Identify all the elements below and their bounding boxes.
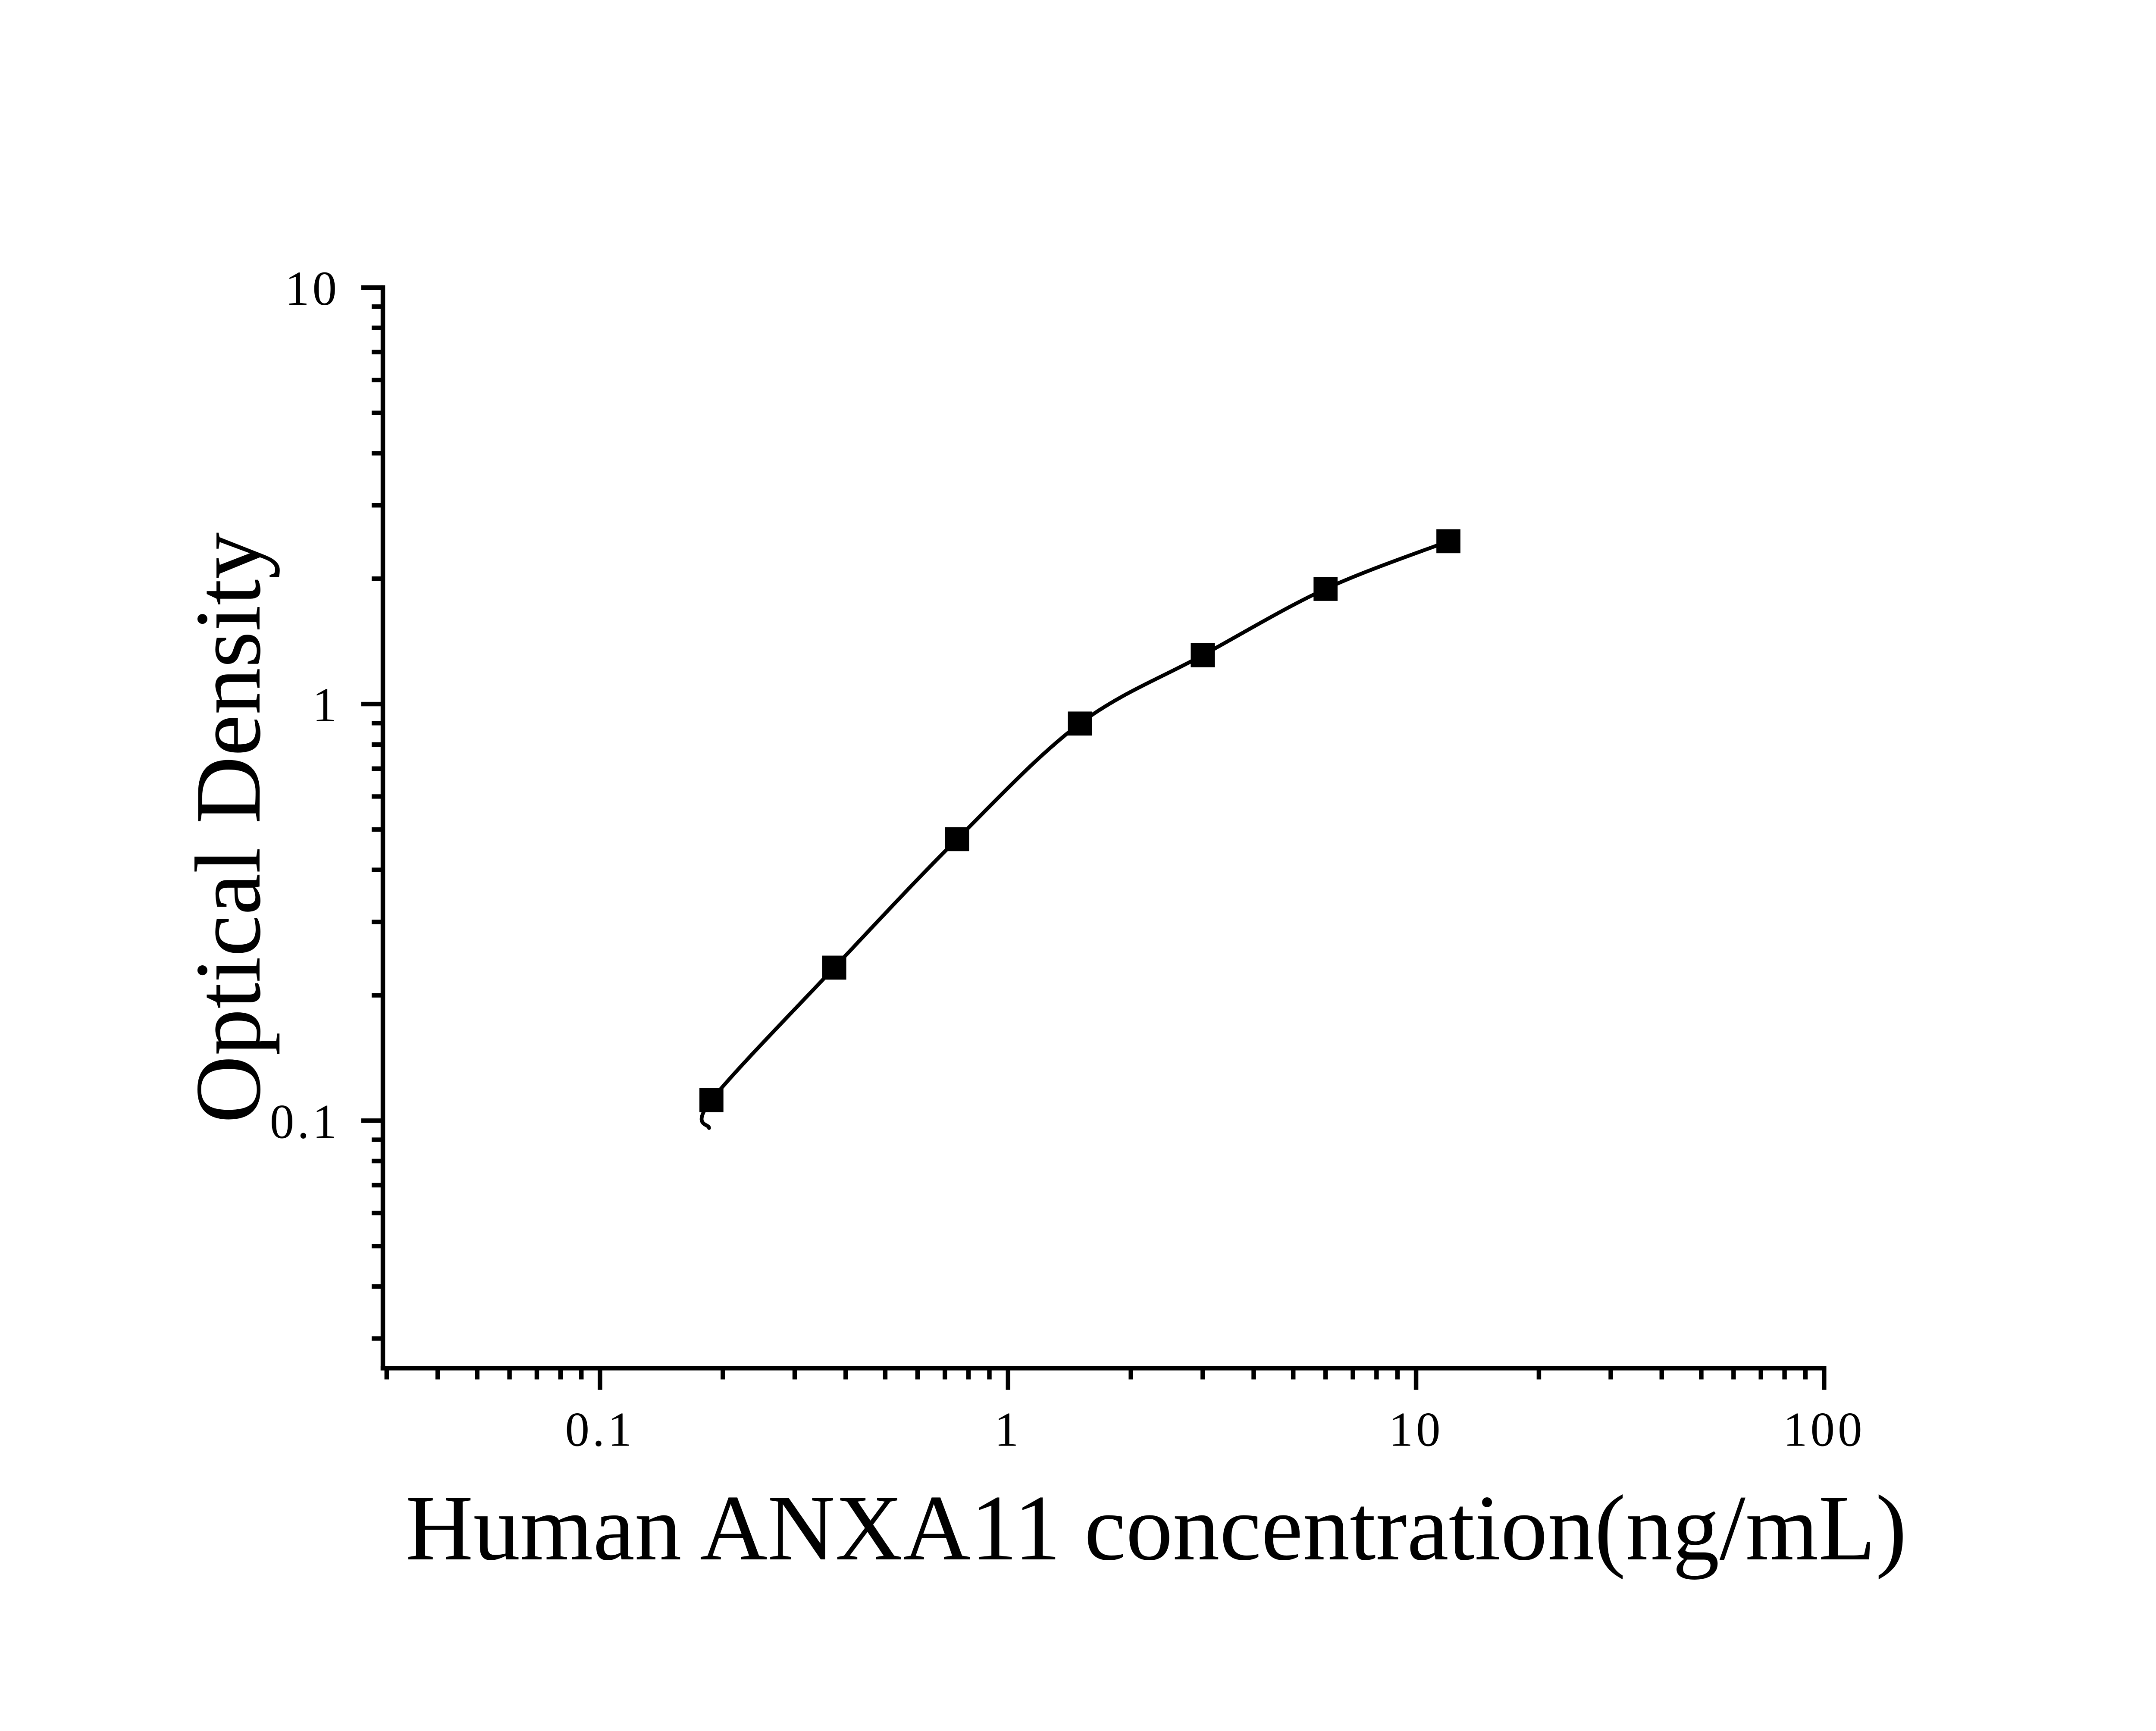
data-points (699, 529, 1460, 1112)
x-axis-ticks (384, 1368, 1827, 1390)
data-point-marker (699, 1088, 724, 1112)
x-tick-label: 10 (1389, 1402, 1444, 1456)
data-point-marker (1191, 643, 1215, 667)
y-tick-label: 0.1 (270, 1095, 340, 1149)
data-point-marker (1436, 529, 1460, 554)
x-tick-label: 1 (994, 1402, 1022, 1456)
x-axis-tick-labels: 0.1 1 10 100 (565, 1402, 1865, 1456)
data-point-marker (822, 955, 846, 980)
axes (380, 285, 1827, 1371)
data-point-marker (945, 827, 969, 851)
x-tick-label: 0.1 (565, 1402, 635, 1456)
fit-curve (699, 539, 1451, 1130)
y-axis-ticks (361, 285, 383, 1341)
x-axis-title: Human ANXA11 concentration(ng/mL) (405, 1476, 1907, 1580)
x-tick-label: 100 (1783, 1402, 1865, 1456)
data-point-marker (1068, 711, 1092, 736)
y-tick-label: 10 (285, 262, 340, 316)
data-point-marker (1313, 577, 1338, 601)
y-axis-title: Optical Density (176, 532, 280, 1124)
y-tick-label: 1 (312, 678, 339, 732)
y-axis-tick-labels: 10 1 0.1 (270, 262, 340, 1149)
